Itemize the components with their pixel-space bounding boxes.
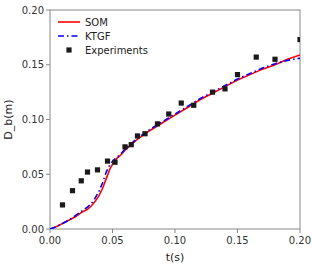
point [222, 86, 227, 91]
x-tick-label: 0.10 [164, 235, 186, 246]
point [70, 188, 75, 193]
point [112, 160, 117, 165]
series-line [50, 55, 300, 229]
legend-label: SOM [85, 17, 108, 28]
y-tick-label: 0.15 [22, 59, 44, 70]
point [142, 131, 147, 136]
point [135, 133, 140, 138]
y-tick [46, 64, 50, 65]
point [129, 142, 134, 147]
point [85, 169, 90, 174]
y-tick-label: 0.00 [22, 224, 44, 235]
x-tick [175, 229, 176, 233]
point [166, 111, 171, 116]
point [155, 121, 160, 126]
x-tick [237, 229, 238, 233]
y-tick-label: 0.05 [22, 169, 44, 180]
x-tick-label: 0.05 [101, 235, 123, 246]
point [235, 72, 240, 77]
plot-area [50, 37, 300, 229]
y-tick [46, 119, 50, 120]
point [105, 159, 110, 164]
point [210, 90, 215, 95]
legend: SOM KTGF Experiments [58, 17, 148, 56]
point [122, 144, 127, 149]
y-tick [46, 229, 50, 230]
legend-swatch [58, 35, 80, 37]
point [297, 37, 300, 42]
x-tick [300, 229, 301, 233]
plot-frame [50, 10, 300, 229]
legend-label: KTGF [85, 31, 111, 42]
y-tick-label: 0.10 [22, 114, 44, 125]
point [179, 100, 184, 105]
legend-swatch [66, 47, 71, 52]
x-tick-label: 0.00 [39, 235, 61, 246]
point [60, 202, 65, 207]
point [95, 167, 100, 172]
legend-label: Experiments [85, 45, 148, 56]
x-tick-label: 0.20 [289, 235, 311, 246]
y-axis-label: D_b(m) [2, 99, 15, 139]
chart: 0.00 0.05 0.10 0.15 0.20 0.00 0.05 0.10 0.15 0.20… [0, 0, 312, 267]
point [254, 54, 259, 59]
x-tick [50, 229, 51, 233]
y-tick [46, 10, 50, 11]
x-axis-label: t(s) [166, 251, 185, 264]
legend-swatch [58, 21, 80, 23]
x-tick-label: 0.15 [226, 235, 248, 246]
point [272, 57, 277, 62]
point [79, 178, 84, 183]
x-tick [112, 229, 113, 233]
point [191, 103, 196, 108]
y-tick-label: 0.20 [22, 5, 44, 16]
axes: 0.00 0.05 0.10 0.15 0.20 0.00 0.05 0.10 0.15 0.20 [22, 5, 311, 247]
series-line [50, 58, 300, 229]
y-tick [46, 174, 50, 175]
